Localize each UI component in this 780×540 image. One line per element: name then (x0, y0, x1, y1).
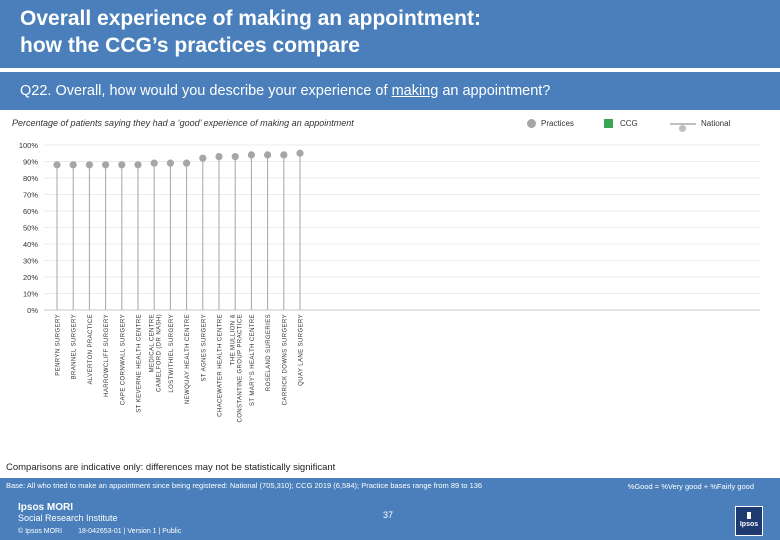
copyright-line: © Ipsos MORI 18-042653-01 | Version 1 | P… (18, 528, 197, 535)
practice-point (231, 152, 239, 161)
practice-point (215, 152, 223, 161)
footer-bar: Base: All who tried to make an appointme… (0, 478, 780, 540)
practice-point (118, 161, 126, 169)
practice-point (69, 161, 77, 169)
y-tick-label: 50% (23, 224, 38, 233)
practice-point (166, 159, 174, 167)
practice-point (199, 154, 207, 162)
x-tick-label: QUAY LANE SURGERY (299, 314, 305, 386)
base-text: Base: All who tried to make an appointme… (6, 481, 483, 490)
x-tick-label: ST MARY'S HEALTH CENTRE (250, 314, 256, 406)
good-definition: %Good = %Very good + %Fairly good (627, 482, 754, 491)
ccg-marker-icon (604, 119, 613, 128)
practice-point (280, 151, 288, 159)
practice-point (183, 159, 191, 167)
x-tick-label: CAPE CORNWALL SURGERY (120, 314, 126, 405)
copyright-text: © Ipsos MORI (18, 528, 63, 535)
x-tick-label: ALVERTON PRACTICE (88, 314, 94, 384)
slide-title-line1: Overall experience of making an appointm… (20, 7, 481, 30)
x-tick-label: ST AGNES SURGERY (201, 314, 207, 382)
practice-point (296, 149, 304, 157)
brand-block: Ipsos MORI Social Research Institute (18, 502, 118, 524)
practice-comparison-chart: 100% 90% 80% 70% 60% 50% 40% 30% 20% 10% 0% PENRYN … (19, 141, 760, 423)
x-tick-label: BRANNEL SURGERY (72, 314, 78, 379)
y-tick-label: 70% (23, 191, 38, 200)
x-tick-label: CARRICK DOWNS SURGERY (282, 314, 288, 405)
legend-label-practices: Practices (541, 119, 574, 128)
practice-marker-icon (527, 119, 536, 128)
y-tick-label: 0% (27, 306, 38, 315)
chart-subtitle: Percentage of patients saying they had a… (12, 118, 354, 128)
comparison-note: Comparisons are indicative only: differe… (6, 462, 336, 473)
y-tick-label: 20% (23, 273, 38, 282)
x-tick-label: PENRYN SURGERY (56, 314, 62, 376)
y-tick-label: 40% (23, 240, 38, 249)
question-underlined: making (391, 83, 439, 99)
legend-label-ccg: CCG (620, 119, 638, 128)
legend-label-national: National (701, 119, 731, 128)
y-tick-label: 10% (23, 290, 38, 299)
slide-title-line2: how the CCG’s practices compare (20, 34, 360, 57)
x-tick-label: HARROWCLIFF SURGERY (104, 314, 110, 397)
y-tick-label: 30% (23, 257, 38, 266)
y-tick-label: 60% (23, 207, 38, 216)
y-tick-label: 80% (23, 174, 38, 183)
job-reference: 18-042653-01 | Version 1 | Public (78, 528, 182, 535)
practice-point (53, 161, 61, 169)
x-tick-label: CHACEWATER HEALTH CENTRE (218, 314, 224, 417)
brand-name: Ipsos MORI (18, 502, 74, 513)
practice-point (264, 151, 272, 159)
x-tick-label: MEDICAL CENTRECAMELFORD (DR NASH) (150, 314, 163, 392)
question-suffix: an appointment? (438, 83, 551, 99)
question-bar: Q22. Overall, how would you describe you… (0, 72, 780, 110)
y-tick-label: 100% (19, 141, 39, 150)
slide-title: Overall experience of making an appointm… (20, 5, 481, 59)
ipsos-logo-icon: Ipsos (735, 506, 763, 536)
y-tick-label: 90% (23, 158, 38, 167)
x-tick-label: LOSTWITHIEL SURGERY (169, 314, 175, 393)
x-tick-label: NEWQUAY HEALTH CENTRE (185, 314, 191, 404)
page-number: 37 (383, 510, 394, 520)
x-tick-label: ST KEVERNE HEALTH CENTRE (137, 314, 143, 413)
practice-point (85, 161, 93, 169)
practice-point (134, 161, 142, 169)
practice-point (102, 161, 110, 169)
x-tick-label: ROSELAND SURGERIES (266, 314, 272, 391)
practice-point (247, 151, 255, 159)
slide-header: Overall experience of making an appointm… (0, 0, 780, 68)
chart-legend: Practices CCG National (527, 118, 757, 132)
question-prefix: Q22. Overall, how would you describe you… (20, 83, 392, 99)
question-text: Q22. Overall, how would you describe you… (20, 83, 550, 99)
practice-point (150, 159, 158, 167)
national-line-icon (670, 123, 696, 132)
x-tick-label: THE MULLION &CONSTANTINE GROUP PRACTICE (231, 314, 244, 423)
logo-text: Ipsos (739, 521, 759, 528)
brand-subname: Social Research Institute (18, 513, 118, 523)
